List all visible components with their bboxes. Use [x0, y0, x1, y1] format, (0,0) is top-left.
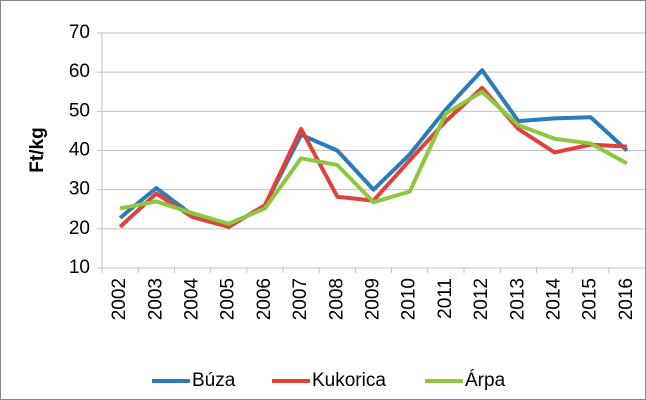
x-tick-label: 2012 — [471, 278, 492, 320]
x-tick-label: 2015 — [580, 278, 601, 320]
y-tick-label: 70 — [69, 22, 90, 43]
legend-label: Kukorica — [312, 370, 386, 391]
x-tick-label: 2011 — [435, 278, 456, 319]
x-tick-label: 2010 — [399, 278, 420, 320]
y-tick-label: 60 — [69, 61, 90, 82]
y-tick-label: 30 — [69, 179, 90, 200]
series-line — [119, 89, 628, 226]
x-tick-label: 2005 — [218, 278, 239, 320]
x-tick-label: 2003 — [145, 278, 166, 320]
x-tick-label: 2002 — [109, 278, 130, 320]
x-tick-label: 2004 — [182, 278, 203, 321]
y-tick-label: 10 — [69, 257, 90, 278]
y-tick-label: 50 — [69, 100, 90, 121]
y-axis-label: Ft/kg — [27, 127, 48, 172]
legend-label: Árpa — [465, 370, 506, 391]
y-tick-label: 40 — [69, 140, 90, 161]
y-tick-label: 20 — [69, 218, 90, 239]
x-tick-label: 2014 — [544, 278, 565, 321]
legend-label: Búza — [192, 370, 236, 391]
x-tick-label: 2006 — [254, 278, 275, 320]
x-tick-label: 2009 — [363, 278, 384, 320]
x-tick-label: 2013 — [507, 278, 528, 320]
x-tick-label: 2016 — [616, 278, 637, 320]
x-tick-label: 2007 — [290, 278, 311, 320]
x-tick-label: 2008 — [326, 278, 347, 320]
